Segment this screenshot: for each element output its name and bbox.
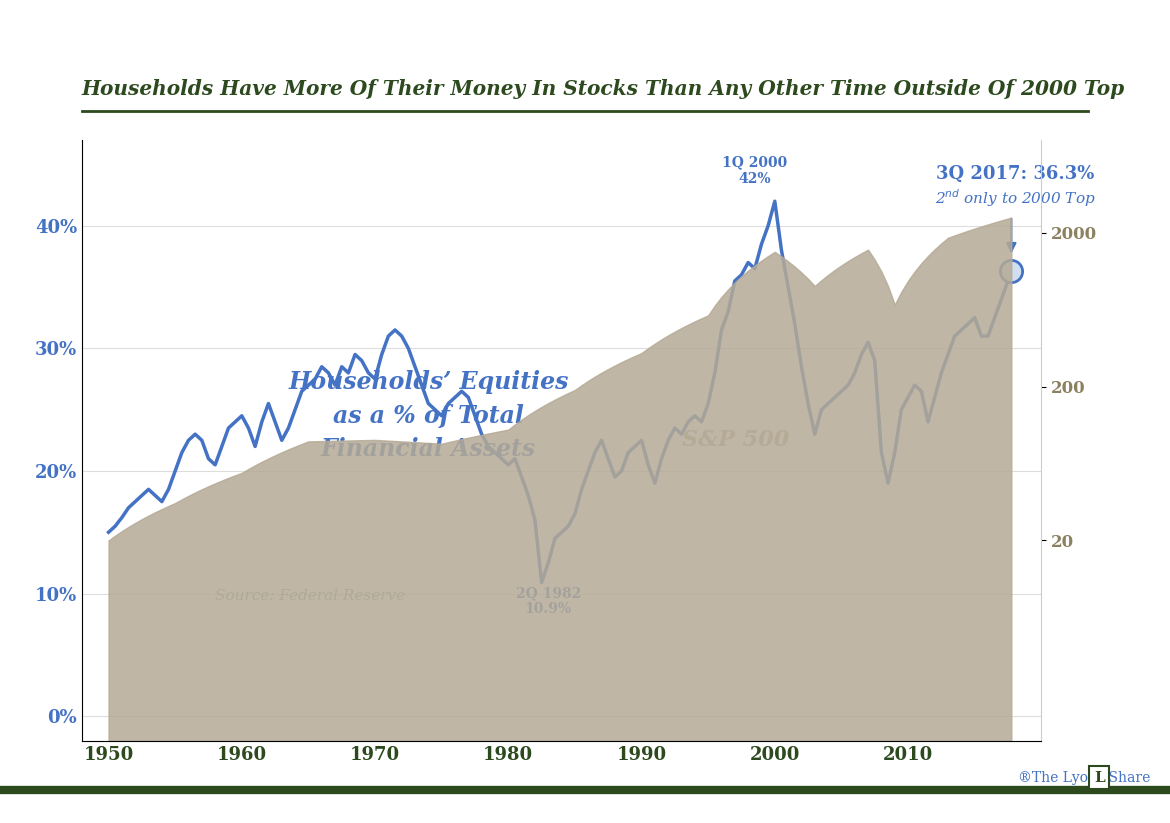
Text: Households’ Equities
as a % of Total
Financial Assets: Households’ Equities as a % of Total Fin… <box>288 370 569 461</box>
Text: S&P 500: S&P 500 <box>682 429 789 451</box>
Text: ®The Lyons Share: ®The Lyons Share <box>1018 770 1150 785</box>
Text: 2Q 1982
10.9%: 2Q 1982 10.9% <box>516 586 580 616</box>
Text: 2$^{nd}$ only to 2000 Top: 2$^{nd}$ only to 2000 Top <box>935 187 1095 209</box>
Text: Households Have More Of Their Money In Stocks Than Any Other Time Outside Of 200: Households Have More Of Their Money In S… <box>82 79 1126 99</box>
Text: 1Q 2000
42%: 1Q 2000 42% <box>722 156 787 186</box>
Text: Source: Federal Reserve: Source: Federal Reserve <box>215 588 405 602</box>
Text: 3Q 2017: 36.3%: 3Q 2017: 36.3% <box>936 165 1094 184</box>
Text: L: L <box>1094 770 1104 785</box>
